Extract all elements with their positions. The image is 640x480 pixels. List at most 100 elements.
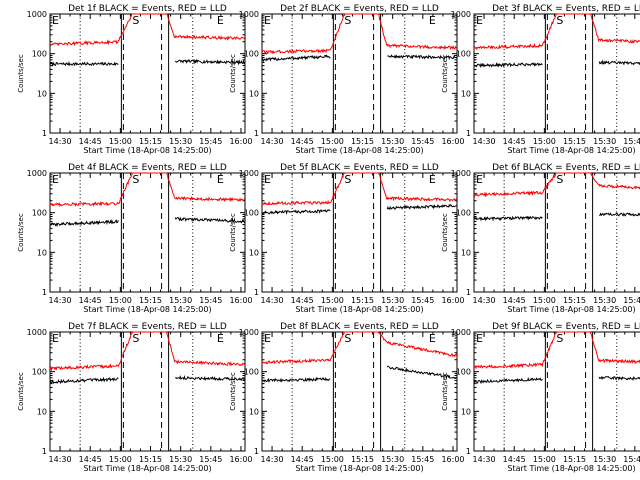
- x-tick-label: 14:45: [79, 455, 102, 464]
- plot-frame: [49, 13, 246, 134]
- panel-det-4: Det 4f BLACK = Events, RED = LLD 1 10 100 10…: [17, 163, 253, 314]
- x-tick-label: 14:45: [503, 455, 526, 464]
- x-axis-label: Start Time (18-Apr-08 14:25:00): [83, 464, 211, 473]
- x-tick-label: 15:15: [351, 137, 374, 146]
- y-tick-label: 100: [32, 50, 47, 59]
- y-axis-label: Counts/sec: [441, 54, 449, 93]
- y-tick-label: 1: [42, 447, 47, 456]
- y-tick-label: 1: [254, 129, 259, 138]
- lld-series-line: [49, 331, 246, 372]
- x-tick-label: 15:30: [381, 455, 404, 464]
- y-tick-label: 100: [244, 50, 259, 59]
- x-axis-label: Start Time (18-Apr-08 14:25:00): [507, 305, 635, 314]
- x-axis-label: Start Time (18-Apr-08 14:25:00): [295, 305, 423, 314]
- plot-frame: [49, 172, 246, 293]
- x-tick-label: 14:30: [261, 137, 284, 146]
- events-series-line: [49, 58, 246, 67]
- panel-title: Det 5f BLACK = Events, RED = LLD: [280, 163, 439, 173]
- x-tick-label: 15:00: [321, 455, 344, 464]
- x-tick-label: 15:30: [169, 455, 192, 464]
- y-axis-label: Counts/sec: [441, 372, 449, 411]
- marker-letter: E: [52, 332, 59, 345]
- x-tick-label: 14:45: [79, 137, 102, 146]
- x-tick-label: 15:15: [139, 137, 162, 146]
- marker-letter: S: [132, 332, 139, 345]
- marker-letter: E: [264, 332, 271, 345]
- x-tick-label: 15:15: [563, 137, 586, 146]
- panel-title: Det 9f BLACK = Events, RED = LLD: [492, 322, 640, 332]
- y-tick-label: 1: [466, 288, 471, 297]
- x-tick-label: 14:45: [79, 296, 102, 305]
- y-tick-label: 100: [456, 209, 471, 218]
- x-tick-label: 15:00: [533, 296, 556, 305]
- x-tick-label: 14:45: [503, 296, 526, 305]
- marker-letter: S: [556, 14, 563, 27]
- marker-letter: S: [556, 332, 563, 345]
- x-tick-label: 15:30: [169, 296, 192, 305]
- panel-det-8: Det 8f BLACK = Events, RED = LLD 1 10 100 10…: [229, 322, 465, 473]
- marker-letter: S: [344, 173, 351, 186]
- marker-letter: S: [556, 173, 563, 186]
- y-tick-label: 100: [32, 368, 47, 377]
- x-tick-label: 15:45: [199, 455, 222, 464]
- x-tick-label: 14:30: [473, 137, 496, 146]
- events-series-line: [473, 375, 640, 385]
- x-tick-label: 16:00: [229, 296, 252, 305]
- panel-det-1: Det 1f BLACK = Events, RED = LLD 1 10 100 10…: [17, 4, 253, 155]
- y-tick-label: 100: [244, 368, 259, 377]
- marker-letter: E: [429, 14, 436, 27]
- x-tick-label: 15:45: [199, 296, 222, 305]
- x-tick-label: 15:30: [593, 455, 616, 464]
- x-tick-label: 15:15: [351, 296, 374, 305]
- y-tick-label: 1: [42, 129, 47, 138]
- x-axis-label: Start Time (18-Apr-08 14:25:00): [507, 464, 635, 473]
- lld-series-line: [473, 172, 640, 198]
- lld-series-line: [261, 172, 458, 206]
- events-series-line: [473, 59, 640, 69]
- x-tick-label: 15:00: [109, 296, 132, 305]
- marker-letter: E: [476, 14, 483, 27]
- y-tick-label: 1000: [451, 169, 471, 178]
- x-tick-label: 15:30: [593, 137, 616, 146]
- x-tick-label: 15:45: [411, 455, 434, 464]
- x-tick-label: 15:45: [623, 455, 640, 464]
- x-tick-label: 15:45: [411, 296, 434, 305]
- x-tick-label: 15:45: [623, 137, 640, 146]
- y-tick-label: 10: [249, 407, 259, 416]
- marker-letter: E: [476, 332, 483, 345]
- x-tick-label: 15:30: [593, 296, 616, 305]
- events-series-line: [49, 374, 246, 385]
- events-series-line: [473, 212, 640, 222]
- plot-frame: [473, 172, 640, 293]
- panel-title: Det 3f BLACK = Events, RED = LLD: [492, 4, 640, 14]
- y-axis-label: Counts/sec: [229, 54, 237, 93]
- x-tick-label: 14:45: [291, 296, 314, 305]
- x-tick-label: 15:15: [139, 296, 162, 305]
- x-tick-label: 15:15: [351, 455, 374, 464]
- plot-frame: [473, 13, 640, 134]
- y-tick-label: 10: [461, 407, 471, 416]
- x-tick-label: 14:30: [49, 455, 72, 464]
- plot-frame: [261, 172, 458, 293]
- x-tick-label: 15:45: [411, 137, 434, 146]
- marker-letter: S: [344, 332, 351, 345]
- marker-letter: E: [217, 14, 224, 27]
- events-series-line: [261, 365, 458, 383]
- y-tick-label: 100: [456, 368, 471, 377]
- marker-letter: S: [344, 14, 351, 27]
- x-axis-label: Start Time (18-Apr-08 14:25:00): [83, 305, 211, 314]
- y-axis-label: Counts/sec: [17, 372, 25, 411]
- x-tick-label: 15:15: [139, 455, 162, 464]
- marker-letter: E: [476, 173, 483, 186]
- y-tick-label: 1: [42, 288, 47, 297]
- panel-det-3: Det 3f BLACK = Events, RED = LLD 1 10 100 10…: [441, 4, 640, 155]
- x-tick-label: 15:15: [563, 455, 586, 464]
- x-axis-label: Start Time (18-Apr-08 14:25:00): [507, 146, 635, 155]
- y-tick-label: 10: [461, 248, 471, 257]
- y-tick-label: 1: [254, 288, 259, 297]
- x-axis-label: Start Time (18-Apr-08 14:25:00): [83, 146, 211, 155]
- x-tick-label: 16:00: [229, 137, 252, 146]
- x-tick-label: 15:45: [623, 296, 640, 305]
- y-tick-label: 1: [466, 129, 471, 138]
